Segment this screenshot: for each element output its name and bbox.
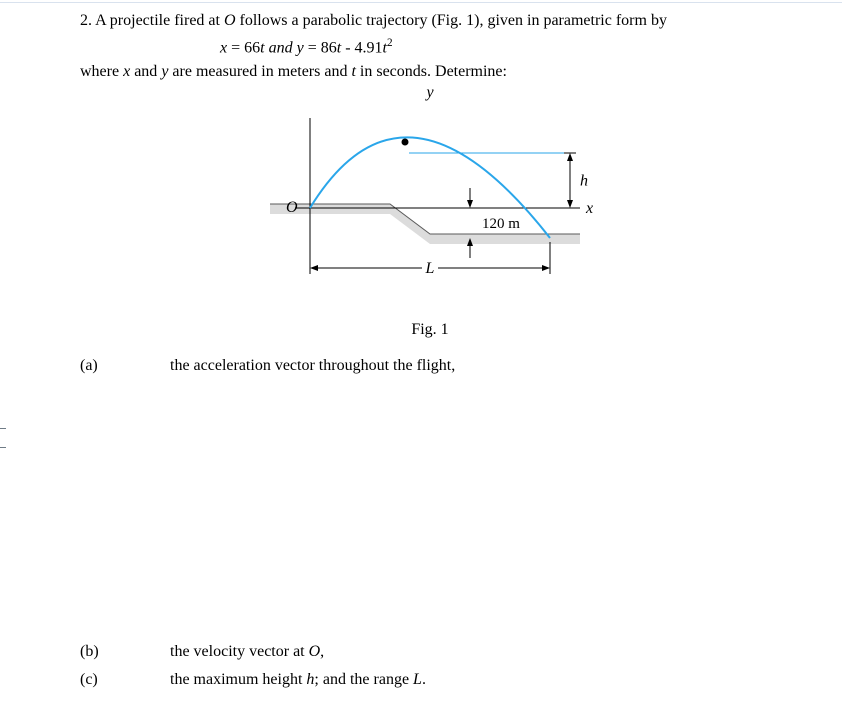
eq-y-rhs: = 86 [308, 39, 337, 56]
svg-text:L: L [425, 260, 435, 277]
figure-container: Ox 120 m Lh Fig. 1 [80, 108, 780, 339]
where-1: where [80, 63, 123, 80]
eq-y: y [297, 39, 304, 56]
intro-part1: A projectile fired at [95, 12, 224, 29]
where-tail: are measured in meters and [168, 63, 351, 80]
equations: x = 66t and y = 86t - 4.91t2 [220, 36, 393, 59]
eq-x-t: t [260, 39, 264, 56]
svg-text:120 m: 120 m [482, 216, 520, 232]
part-c-row: (c) the maximum height h; and the range … [80, 671, 780, 689]
part-c-label: (c) [80, 671, 170, 689]
part-b-text: the velocity vector at O, [170, 643, 780, 661]
part-b-text-1: the velocity vector at [170, 643, 309, 660]
eq-x-rhs: = 66 [231, 39, 260, 56]
eq-x: x [220, 39, 227, 56]
eq-y-exp: 2 [387, 37, 393, 49]
part-b-row: (b) the velocity vector at O, [80, 643, 780, 661]
part-a-text: the acceleration vector throughout the f… [170, 357, 780, 375]
where-line: where x and y are measured in meters and… [80, 61, 780, 83]
intro-part2: follows a parabolic trajectory (Fig. 1),… [236, 12, 667, 29]
eq-and: and [269, 39, 297, 56]
origin-symbol: O [224, 12, 236, 29]
svg-text:O: O [286, 199, 298, 216]
where-end: in seconds. Determine: [356, 63, 507, 80]
svg-text:h: h [580, 173, 588, 190]
eq-y-tail: - 4.91 [341, 39, 382, 56]
left-margin-mark [0, 428, 6, 448]
part-b-tail: , [320, 643, 324, 660]
part-c-L: L [413, 671, 422, 688]
problem-number: 2. [80, 12, 92, 29]
part-a-label: (a) [80, 357, 170, 375]
y-axis-label-text: y [426, 84, 433, 101]
part-c-1: the maximum height [170, 671, 306, 688]
part-b-O: O [309, 643, 321, 660]
part-c-3: . [422, 671, 426, 688]
part-b-label: (b) [80, 643, 170, 661]
figure-svg: Ox 120 m Lh [250, 108, 610, 308]
part-c-2: ; and the range [314, 671, 413, 688]
equation-line: x = 66t and y = 86t - 4.91t2 [80, 36, 780, 59]
figure-caption: Fig. 1 [80, 321, 780, 339]
svg-text:x: x [585, 200, 593, 217]
part-a-row: (a) the acceleration vector throughout t… [80, 357, 780, 375]
problem-statement: 2. A projectile fired at O follows a par… [80, 10, 780, 32]
part-c-text: the maximum height h; and the range L. [170, 671, 780, 689]
where-and: and [130, 63, 161, 80]
top-rule [0, 2, 842, 3]
document-body: 2. A projectile fired at O follows a par… [80, 10, 780, 689]
workspace-gap [80, 375, 780, 625]
